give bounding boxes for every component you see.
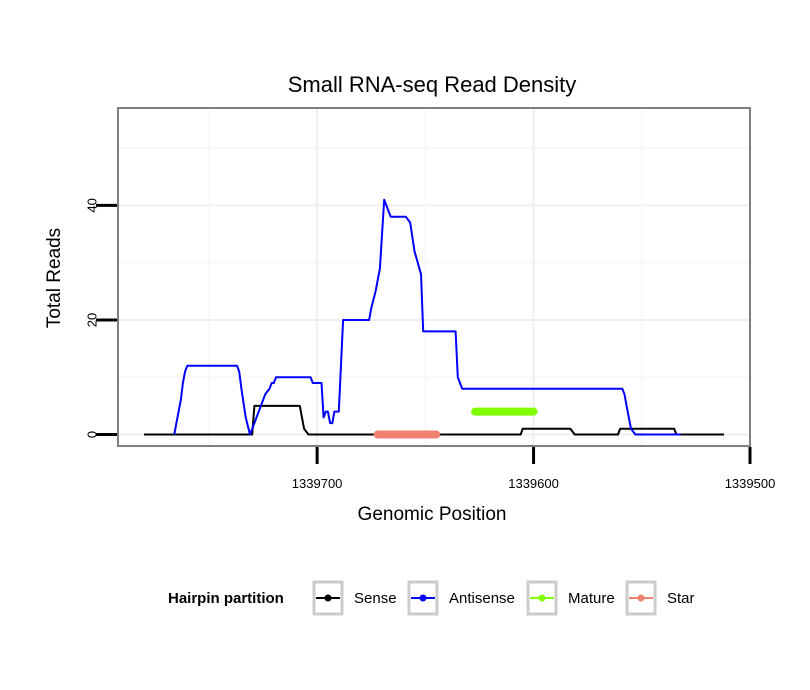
chart-title: Small RNA-seq Read Density [288, 72, 577, 97]
x-tick-label: 1339700 [292, 476, 343, 491]
legend-point-antisense [419, 594, 427, 602]
legend-point-sense [324, 594, 332, 602]
x-axis-title: Genomic Position [358, 504, 507, 525]
grid [118, 108, 751, 446]
legend-point-star [637, 594, 645, 602]
x-tick-label: 1339500 [725, 476, 776, 491]
legend: Hairpin partition Sense Antisense Mature St… [168, 580, 695, 616]
axes: 0 20 40 1339700 1339600 1339500 [85, 198, 776, 491]
x-tick-label: 1339600 [508, 476, 559, 491]
series-line-antisense [173, 198, 681, 436]
legend-point-mature [538, 594, 546, 602]
y-tick-label: 20 [85, 313, 100, 327]
y-tick-label: 0 [85, 431, 100, 438]
legend-label-star: Star [667, 590, 695, 607]
series-line-sense [144, 404, 724, 436]
legend-title: Hairpin partition [168, 590, 284, 607]
y-axis-title: Total Reads [44, 228, 65, 328]
legend-label-mature: Mature [568, 590, 615, 607]
plot-border [117, 107, 751, 447]
legend-label-sense: Sense [354, 590, 397, 607]
legend-label-antisense: Antisense [449, 590, 515, 607]
y-tick-label: 40 [85, 198, 100, 212]
plot-data [144, 198, 724, 439]
